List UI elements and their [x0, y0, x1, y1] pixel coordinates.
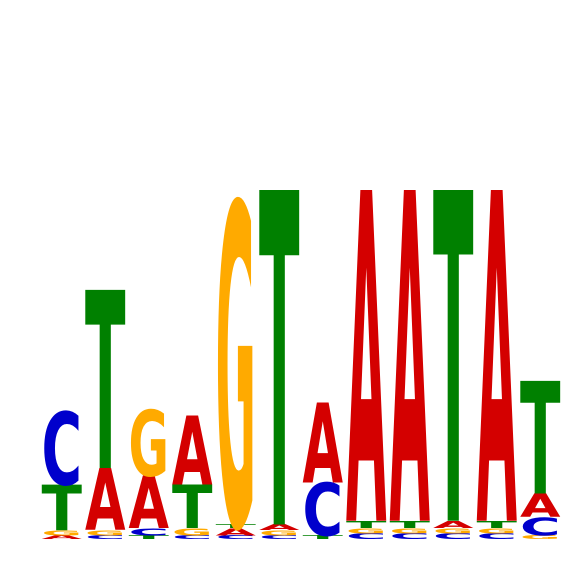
- logo-letter-G: G: [477, 527, 517, 536]
- logo-letter-A: A: [520, 488, 561, 525]
- logo-letter-T: T: [477, 519, 517, 531]
- logo-letter-A: A: [477, 101, 518, 566]
- logo-letter-A: A: [303, 382, 344, 510]
- logo-letter-A: A: [259, 523, 300, 532]
- logo-letter-G: G: [42, 529, 82, 538]
- logo-letter-A: A: [85, 452, 126, 551]
- logo-letter-G: G: [433, 527, 473, 536]
- logo-letter-A: A: [216, 526, 257, 538]
- logo-letter-A: A: [42, 534, 83, 540]
- logo-letter-C: C: [303, 469, 343, 553]
- logo-letter-T: T: [216, 523, 257, 529]
- logo-letter-C: C: [216, 535, 256, 541]
- logo-letter-G: G: [172, 526, 212, 537]
- logo-letter-A: A: [433, 519, 474, 531]
- logo-letter-G: G: [520, 534, 560, 540]
- logo-letter-A: A: [129, 460, 170, 545]
- logo-letter-T: T: [259, 99, 300, 566]
- logo-letter-C: C: [129, 526, 169, 538]
- logo-letter-T: T: [303, 534, 344, 540]
- logo-letter-T: T: [520, 350, 561, 531]
- logo-letter-C: C: [85, 535, 125, 541]
- logo-letter-G: G: [129, 394, 169, 498]
- logo-letter-C: C: [477, 532, 517, 541]
- logo-letter-G: G: [390, 527, 430, 536]
- logo-letter-C: C: [42, 393, 82, 509]
- logo-letter-T: T: [390, 519, 430, 531]
- logo-letter-C: C: [520, 513, 560, 542]
- logo-letter-C: C: [433, 532, 473, 541]
- logo-letter-T: T: [346, 519, 386, 531]
- logo-letter-G: G: [346, 527, 386, 536]
- logo-letter-A: A: [172, 398, 212, 508]
- logo-letter-T: T: [129, 534, 170, 540]
- logo-letter-T: T: [172, 474, 213, 543]
- logo-position-7: TCA: [303, 382, 344, 554]
- logo-letter-T: T: [85, 241, 125, 525]
- logo-letter-A: A: [390, 101, 431, 566]
- logo-letter-C: C: [259, 535, 299, 541]
- logo-letter-G: G: [216, 117, 256, 566]
- logo-letter-C: C: [390, 532, 430, 541]
- logo-letter-A: A: [346, 101, 387, 566]
- logo-letter-T: T: [433, 102, 474, 566]
- logo-letter-C: C: [346, 532, 386, 541]
- logo-letter-G: G: [259, 529, 299, 538]
- logo-letter-C: C: [172, 535, 212, 541]
- logo-letter-G: G: [85, 529, 125, 538]
- logo-letter-T: T: [42, 474, 83, 546]
